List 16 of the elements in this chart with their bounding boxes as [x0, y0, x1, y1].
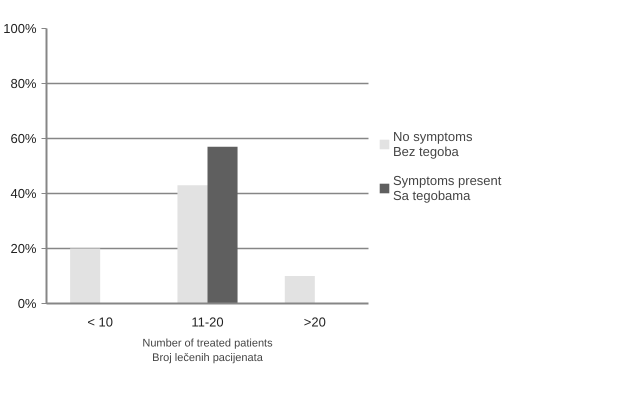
x-axis-title: Number of treated patients Broj lečenih pacijenata [142, 338, 274, 364]
y-tick-label: 20% [10, 241, 37, 256]
legend-label: No symptoms Bez tegoba [393, 129, 472, 159]
y-tick-label: 60% [10, 131, 37, 146]
x-tick-label: >20 [304, 314, 326, 330]
legend-label: Symptoms present Sa tegobama [393, 173, 502, 203]
y-tick-label: 100% [3, 21, 37, 36]
bar [177, 185, 208, 304]
y-tick-label: 0% [18, 296, 37, 311]
bar [208, 146, 238, 304]
bar [70, 248, 100, 304]
y-tick-label: 80% [10, 76, 37, 91]
y-tick-label: 40% [10, 186, 37, 201]
bar [284, 276, 315, 304]
x-tick-label: < 10 [87, 314, 114, 330]
x-tick-label: 11-20 [191, 314, 224, 330]
